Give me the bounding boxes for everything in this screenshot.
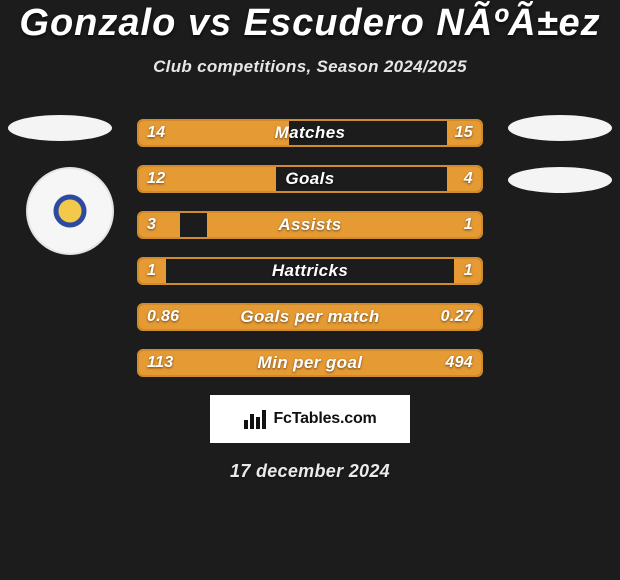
- stat-value-left: 113: [139, 351, 181, 375]
- chart-area: 1415Matches124Goals31Assists11Hattricks0…: [0, 119, 620, 482]
- bar-fill-right: [207, 213, 481, 237]
- stat-row: 124Goals: [137, 165, 483, 193]
- bars-icon: [243, 408, 267, 430]
- player2-club-badge-placeholder: [508, 115, 612, 141]
- stat-value-right: 0.27: [433, 305, 481, 329]
- stat-value-right: 4: [456, 167, 481, 191]
- stat-rows: 1415Matches124Goals31Assists11Hattricks0…: [137, 119, 483, 377]
- stat-row: 1 1Hattricks: [137, 257, 483, 285]
- comparison-card: Gonzalo vs Escudero NÃºÃ±ez Club competi…: [0, 0, 620, 482]
- attribution-badge: FcTables.com: [210, 395, 410, 443]
- player1-club-crest-icon: [26, 167, 114, 255]
- bar-fill-right: [139, 351, 481, 375]
- card-subtitle: Club competitions, Season 2024/2025: [0, 57, 620, 77]
- stat-row: 0.860.27Goals per match: [137, 303, 483, 331]
- stat-value-right: 494: [437, 351, 481, 375]
- stat-value-left: 3: [139, 213, 164, 237]
- footer-date: 17 december 2024: [0, 461, 620, 482]
- attribution-text: FcTables.com: [273, 410, 376, 428]
- stat-value-left: 14: [139, 121, 173, 145]
- stat-value-right: 15: [447, 121, 481, 145]
- stat-row: 1415Matches: [137, 119, 483, 147]
- stat-value-left: 0.86: [139, 305, 187, 329]
- stat-row: 31Assists: [137, 211, 483, 239]
- player1-club-badge-placeholder: [8, 115, 112, 141]
- stat-value-left: 1: [139, 259, 164, 283]
- stat-value-right: 1: [456, 259, 481, 283]
- stat-value-left: 12: [139, 167, 173, 191]
- stat-row: 113494Min per goal: [137, 349, 483, 377]
- stat-label: Hattricks: [139, 259, 481, 283]
- stat-value-right: 1: [456, 213, 481, 237]
- card-title: Gonzalo vs Escudero NÃºÃ±ez: [0, 2, 620, 45]
- player2-club-badge2-placeholder: [508, 167, 612, 193]
